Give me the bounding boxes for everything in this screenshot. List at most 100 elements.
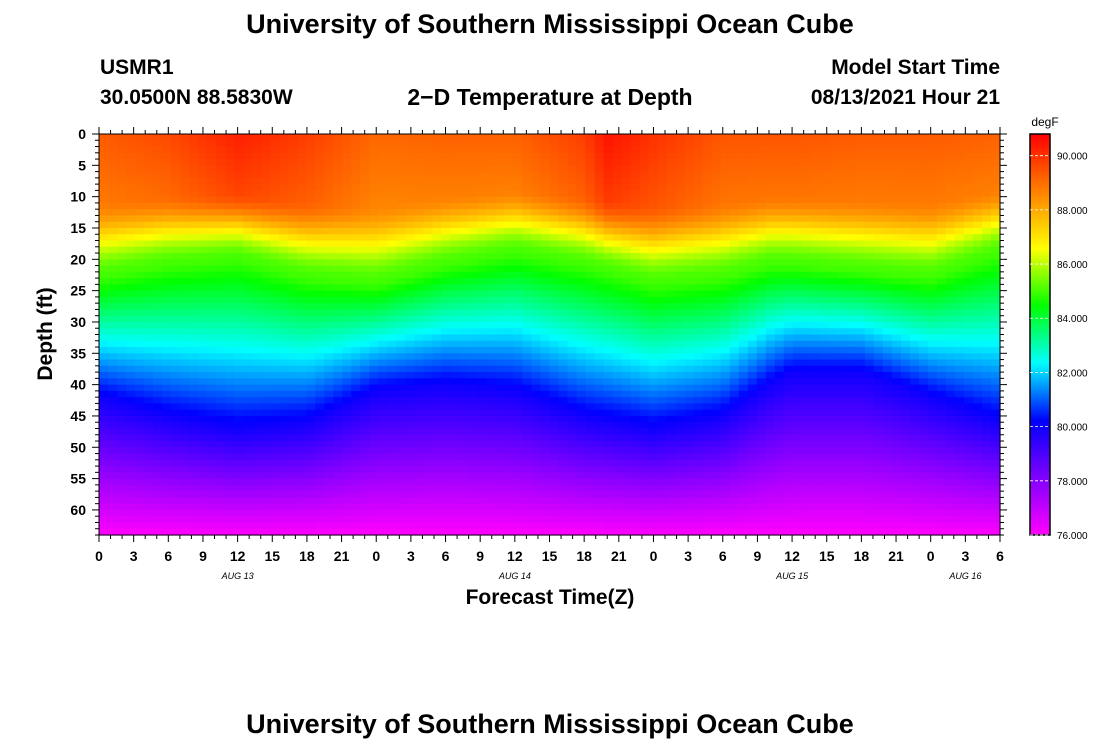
- heatmap-cell: [315, 177, 325, 185]
- heatmap-cell: [396, 441, 406, 448]
- heatmap-cell: [576, 503, 587, 511]
- heatmap-cell: [504, 497, 515, 505]
- heatmap-cell: [558, 140, 569, 148]
- heatmap-cell: [369, 159, 379, 166]
- heatmap-cell: [189, 253, 199, 260]
- heatmap-cell: [396, 497, 406, 505]
- heatmap-cell: [261, 177, 271, 185]
- heatmap-cell: [396, 403, 406, 411]
- heatmap-cell: [576, 428, 587, 436]
- heatmap-cell: [648, 359, 659, 367]
- heatmap-cell: [765, 177, 776, 185]
- heatmap-cell: [450, 372, 460, 379]
- heatmap-cell: [243, 240, 253, 248]
- heatmap-cell: [549, 497, 560, 505]
- heatmap-cell: [207, 184, 217, 191]
- heatmap-cell: [333, 397, 343, 405]
- heatmap-cell: [711, 447, 722, 455]
- heatmap-cell: [432, 384, 442, 392]
- heatmap-cell: [180, 190, 190, 198]
- heatmap-cell: [216, 503, 226, 511]
- heatmap-cell: [369, 466, 379, 473]
- heatmap-cell: [774, 441, 785, 448]
- heatmap-cell: [360, 227, 370, 235]
- heatmap-cell: [324, 347, 334, 354]
- heatmap-cell: [621, 171, 632, 179]
- heatmap-cell: [270, 140, 280, 148]
- heatmap-cell: [225, 159, 235, 166]
- heatmap-cell: [495, 491, 506, 499]
- heatmap-cell: [423, 309, 433, 317]
- heatmap-cell: [486, 284, 497, 292]
- heatmap-cell: [144, 246, 154, 254]
- heatmap-cell: [378, 202, 388, 210]
- heatmap-cell: [414, 271, 424, 279]
- heatmap-cell: [630, 296, 641, 304]
- heatmap-cell: [153, 284, 163, 292]
- heatmap-cell: [405, 390, 415, 398]
- heatmap-cell: [594, 503, 605, 511]
- heatmap-cell: [99, 472, 109, 480]
- heatmap-cell: [531, 234, 542, 242]
- heatmap-cell: [747, 271, 758, 279]
- heatmap-cell: [288, 278, 298, 285]
- heatmap-cell: [135, 278, 145, 285]
- heatmap-cell: [261, 309, 271, 317]
- heatmap-cell: [171, 378, 181, 386]
- heatmap-cell: [117, 484, 127, 492]
- heatmap-cell: [621, 215, 632, 223]
- heatmap-cell: [639, 509, 650, 517]
- heatmap-cell: [324, 447, 334, 455]
- heatmap-cell: [171, 215, 181, 223]
- heatmap-cell: [243, 202, 253, 210]
- heatmap-cell: [612, 466, 623, 473]
- heatmap-cell: [423, 415, 433, 423]
- heatmap-cell: [621, 478, 632, 486]
- heatmap-cell: [639, 234, 650, 242]
- heatmap-cell: [585, 347, 596, 354]
- heatmap-cell: [315, 284, 325, 292]
- heatmap-cell: [198, 315, 208, 323]
- heatmap-cell: [162, 177, 172, 185]
- heatmap-cell: [468, 384, 479, 392]
- heatmap-cell: [639, 403, 650, 411]
- heatmap-cell: [576, 259, 587, 267]
- heatmap-cell: [360, 165, 370, 173]
- heatmap-cell: [423, 428, 433, 436]
- heatmap-cell: [189, 478, 199, 486]
- heatmap-cell: [135, 353, 145, 361]
- heatmap-cell: [126, 466, 136, 473]
- heatmap-cell: [270, 184, 280, 191]
- heatmap-cell: [576, 516, 587, 524]
- heatmap-cell: [639, 184, 650, 191]
- heatmap-cell: [306, 202, 316, 210]
- heatmap-cell: [621, 516, 632, 524]
- heatmap-cell: [99, 184, 109, 191]
- heatmap-cell: [288, 253, 298, 260]
- heatmap-cell: [117, 303, 127, 311]
- heatmap-cell: [729, 397, 740, 405]
- heatmap-cell: [531, 296, 542, 304]
- heatmap-cell: [378, 365, 388, 373]
- heatmap-cell: [162, 278, 172, 285]
- heatmap-cell: [135, 384, 145, 392]
- heatmap-cell: [279, 240, 289, 248]
- heatmap-cell: [243, 403, 253, 411]
- heatmap-cell: [99, 497, 109, 505]
- heatmap-cell: [684, 184, 695, 191]
- heatmap-cell: [396, 459, 406, 467]
- heatmap-cell: [144, 196, 154, 204]
- heatmap-cell: [441, 328, 451, 336]
- heatmap-cell: [261, 365, 271, 373]
- heatmap-cell: [540, 372, 551, 379]
- heatmap-cell: [414, 215, 424, 223]
- heatmap-cell: [432, 321, 442, 329]
- heatmap-cell: [441, 390, 451, 398]
- heatmap-cell: [306, 466, 316, 473]
- heatmap-cell: [342, 434, 352, 442]
- heatmap-cell: [351, 134, 361, 141]
- heatmap-cell: [225, 397, 235, 405]
- heatmap-cell: [747, 278, 758, 285]
- heatmap-cell: [585, 171, 596, 179]
- heatmap-cell: [405, 196, 415, 204]
